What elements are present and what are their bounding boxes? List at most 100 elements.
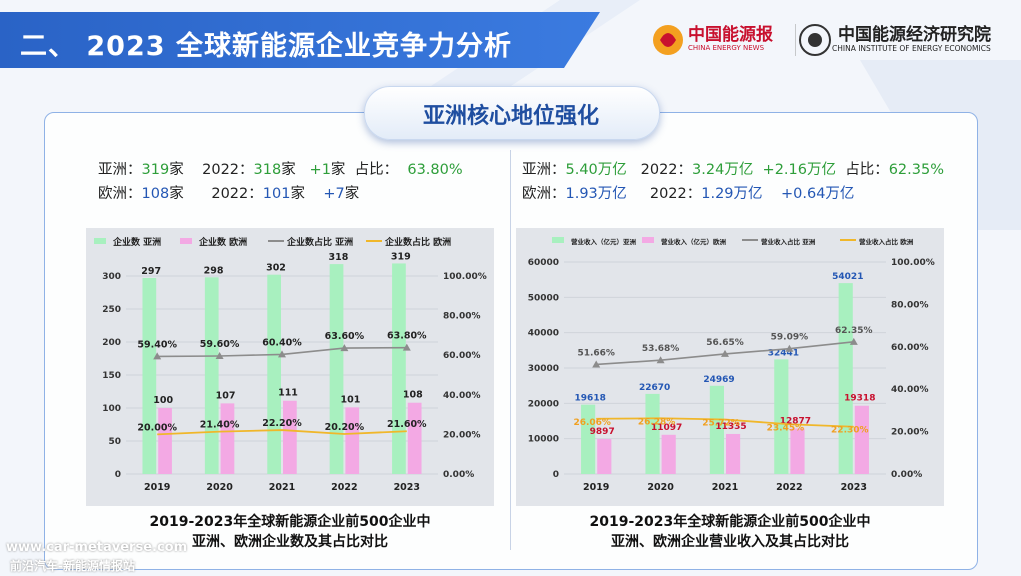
marker-asia [402,343,411,351]
marker-asia [340,344,349,352]
logo1-subtitle: CHINA ENERGY NEWS [688,44,765,52]
line-label-europe: 21.40% [200,420,240,431]
asia-delta: +1 [309,162,331,178]
bar-label-europe: 19318 [844,394,875,404]
bar-europe [854,405,869,474]
marker-asia [785,344,794,352]
r-asia-prev: 3.24万亿 [692,162,754,178]
left-caption-line2: 亚洲、欧洲企业数及其占比对比 [192,534,388,550]
y2-tick-label: 60.00% [891,343,929,353]
line-label-europe: 26.28% [638,417,676,427]
bar-europe [726,433,741,474]
bar-asia [204,277,219,474]
line-label-europe: 22.20% [262,418,302,429]
x-tick-label: 2021 [269,482,295,493]
y2-tick-label: 40.00% [891,385,929,395]
bar-europe [407,402,422,474]
bar-label-asia: 22670 [639,383,670,393]
bar-label-europe: 11335 [715,422,746,432]
eu-prev-unit: 家 [290,186,305,202]
x-tick-label: 2022 [331,482,357,493]
left-stats-asia: 亚洲：319家 2022：318家 +1家 占比： 63.80% [98,158,463,179]
marker-asia [656,356,665,364]
y2-tick-label: 100.00% [891,258,935,268]
bar-label-asia: 54021 [832,272,863,282]
eu-prev: 101 [262,186,291,202]
line-label-asia: 51.66% [577,348,615,358]
x-tick-label: 2019 [144,482,170,493]
y-tick-label: 300 [102,272,121,282]
bar-asia [392,263,406,474]
r-eu-label: 欧洲： [522,186,566,202]
r-asia-delta: +2.16万亿 [762,162,836,178]
eu-unit: 家 [169,186,184,202]
eu-prev-label: 2022： [211,186,263,202]
y2-tick-label: 0.00% [891,470,922,480]
bar-europe [220,403,235,474]
line-label-europe: 26.06% [573,418,611,428]
r-asia-rev: 5.40万亿 [565,162,627,178]
line-label-asia: 59.60% [200,339,240,350]
bar-asia [838,283,853,474]
revenue-chart: 0 10000 20000 30000 40000 50000 60000 0.00% 20.0… [528,237,935,493]
bar-asia [774,359,789,474]
bar-europe [345,407,360,474]
r-eu-prev: 1.29万亿 [701,186,763,202]
right-chart-caption: 2019-2023年全球新能源企业前500企业中 亚洲、欧洲企业营业收入及其占比… [516,512,944,552]
bar-label-asia: 19618 [575,394,606,404]
legend-label: 企业数 亚洲 [112,236,161,248]
marker-asia [721,349,729,357]
line-label-europe: 22.30% [831,426,869,436]
asia-unit: 家 [169,162,184,178]
bar-label-europe: 100 [153,395,173,406]
energy-economics-institute-logo [795,24,831,56]
legend-label: 营业收入占比 欧洲 [859,237,914,246]
marker-asia [153,352,162,360]
line-label-europe: 23.45% [767,423,805,433]
left-chart-caption: 2019-2023年全球新能源企业前500企业中 亚洲、欧洲企业数及其占比对比 [86,512,494,552]
bar-asia [267,274,281,474]
marker-asia [849,337,858,345]
r-asia-label: 亚洲： [522,162,566,178]
bar-europe [283,400,297,474]
panel-divider [510,150,511,550]
logo2-subtitle: CHINA INSTITUTE OF ENERGY ECONOMICS [832,44,991,53]
bar-label-asia: 32441 [768,348,799,358]
x-tick-label: 2020 [647,482,674,493]
asia-delta-unit: 家 [330,162,346,178]
y2-tick-label: 60.00% [443,351,481,361]
bar-label-europe: 12877 [780,417,811,427]
legend-swatch [180,238,192,244]
eu-count: 108 [141,186,170,202]
y-tick-label: 30000 [528,364,559,374]
y-tick-label: 10000 [528,435,559,445]
marker-asia [215,351,224,359]
y-tick-label: 50 [108,437,121,447]
watermark-site: 前沿汽车-新能源情报站 [10,559,135,573]
legend-swatch [552,237,564,243]
y-tick-label: 0 [115,470,121,480]
logo2-name: 中国能源经济研究院 [838,25,991,45]
bar-label-asia: 24969 [703,375,734,385]
r-asia-share: 62.35% [888,162,944,178]
marker-asia [592,360,601,368]
eu-delta-unit: 家 [344,186,360,202]
eu-delta: +7 [323,186,345,202]
y2-tick-label: 100.00% [443,272,487,282]
bar-europe [597,439,612,474]
asia-prev: 318 [253,162,282,178]
legend-label: 营业收入（亿元）欧洲 [661,237,727,246]
legend-label: 企业数 欧洲 [198,236,247,248]
x-tick-label: 2023 [394,482,420,493]
section-heading: 亚洲核心地位强化 [422,104,599,129]
bar-label-europe: 111 [278,388,298,399]
r-eu-prev-label: 2022： [649,186,702,202]
line-label-asia: 63.80% [387,331,427,342]
line-label-asia: 59.09% [771,333,809,343]
asia-label: 亚洲： [98,162,142,178]
legend-label: 营业收入（亿元）亚洲 [571,237,637,246]
line-label-europe: 20.00% [137,422,177,433]
bar-label-europe: 108 [403,390,423,401]
eu-label: 欧洲： [98,186,142,202]
bar-label-asia: 318 [328,252,348,263]
